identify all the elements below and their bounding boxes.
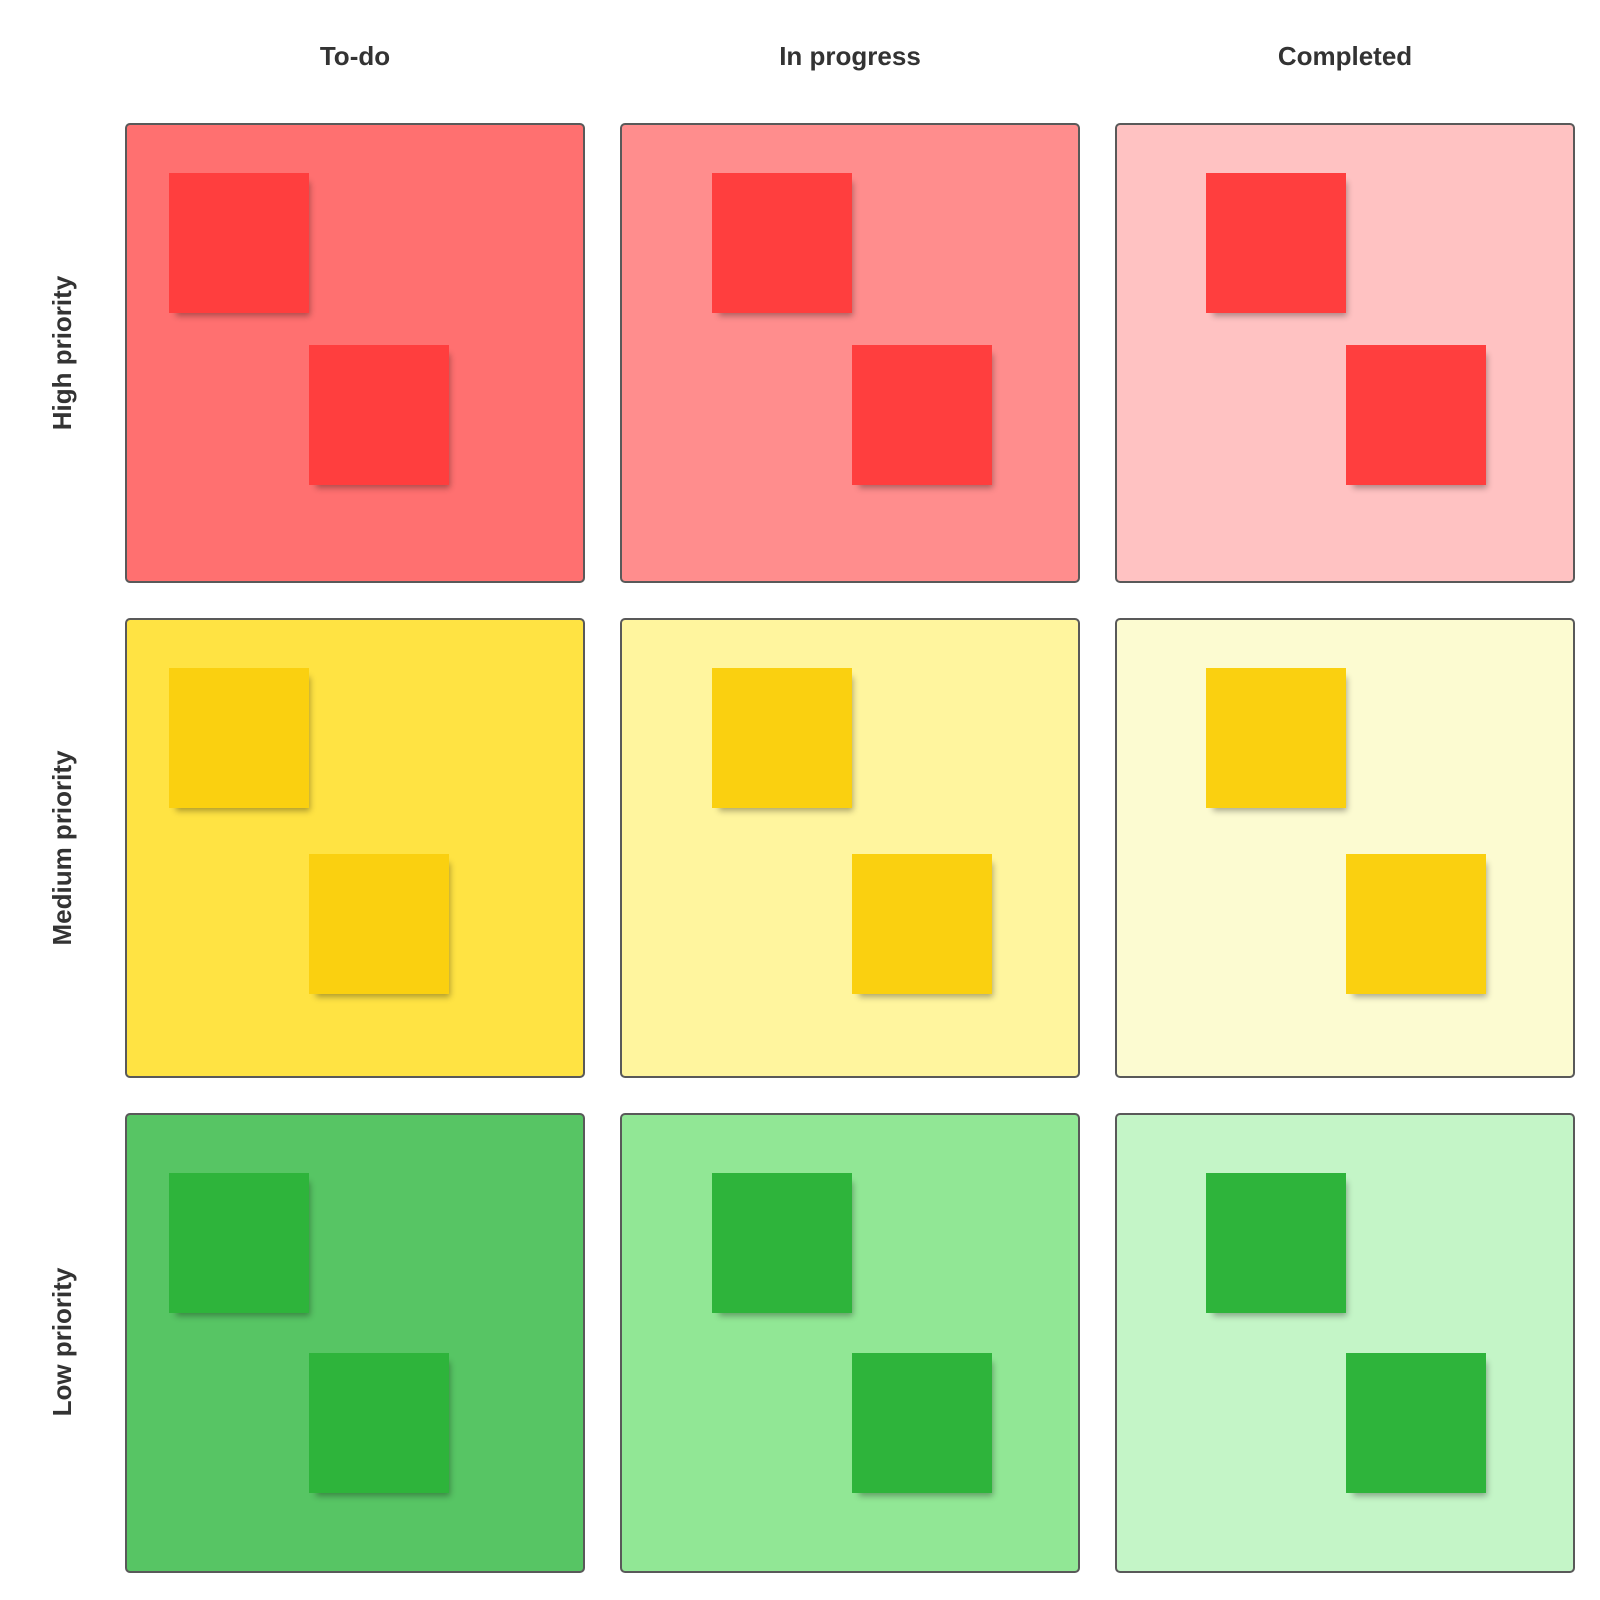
sticky-note[interactable] (1206, 1173, 1346, 1313)
sticky-note[interactable] (169, 668, 309, 808)
sticky-note[interactable] (169, 173, 309, 313)
cell-low-in-progress[interactable] (620, 1113, 1080, 1573)
cell-high-todo[interactable] (125, 123, 585, 583)
column-header-in-progress: In progress (779, 41, 921, 71)
column-header-completed: Completed (1277, 41, 1413, 71)
row-header-medium-priority: Medium priority (47, 750, 77, 946)
sticky-note[interactable] (852, 854, 992, 994)
sticky-note[interactable] (309, 345, 449, 485)
cell-high-in-progress[interactable] (620, 123, 1080, 583)
sticky-note[interactable] (1346, 345, 1486, 485)
sticky-note[interactable] (712, 173, 852, 313)
column-header-todo: To-do (319, 41, 391, 71)
sticky-note[interactable] (712, 1173, 852, 1313)
cell-medium-todo[interactable] (125, 618, 585, 1078)
sticky-note[interactable] (1346, 1353, 1486, 1493)
cell-medium-in-progress[interactable] (620, 618, 1080, 1078)
row-header-high-priority: High priority (47, 275, 77, 431)
sticky-note[interactable] (852, 345, 992, 485)
sticky-note[interactable] (1206, 668, 1346, 808)
cell-low-todo[interactable] (125, 1113, 585, 1573)
sticky-note[interactable] (712, 668, 852, 808)
row-header-low-priority: Low priority (47, 1267, 77, 1417)
cell-medium-completed[interactable] (1115, 618, 1575, 1078)
sticky-note[interactable] (1206, 173, 1346, 313)
sticky-note[interactable] (852, 1353, 992, 1493)
sticky-note[interactable] (1346, 854, 1486, 994)
cell-high-completed[interactable] (1115, 123, 1575, 583)
sticky-note[interactable] (309, 854, 449, 994)
cell-low-completed[interactable] (1115, 1113, 1575, 1573)
sticky-note[interactable] (169, 1173, 309, 1313)
sticky-note[interactable] (309, 1353, 449, 1493)
